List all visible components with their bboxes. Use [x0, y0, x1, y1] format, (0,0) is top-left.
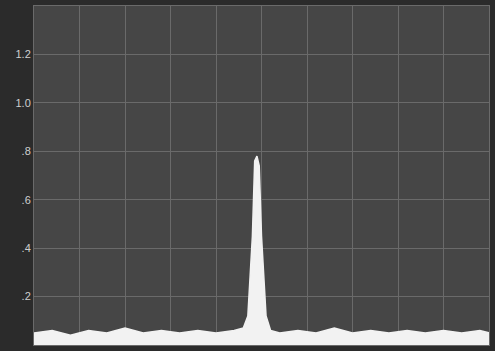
svg-text:.6: .6 — [22, 194, 31, 206]
svg-text:.4: .4 — [22, 242, 31, 254]
svg-text:1.2: 1.2 — [16, 48, 31, 60]
svg-text:.8: .8 — [22, 145, 31, 157]
svg-text:.2: .2 — [22, 290, 31, 302]
svg-text:1.0: 1.0 — [16, 97, 31, 109]
